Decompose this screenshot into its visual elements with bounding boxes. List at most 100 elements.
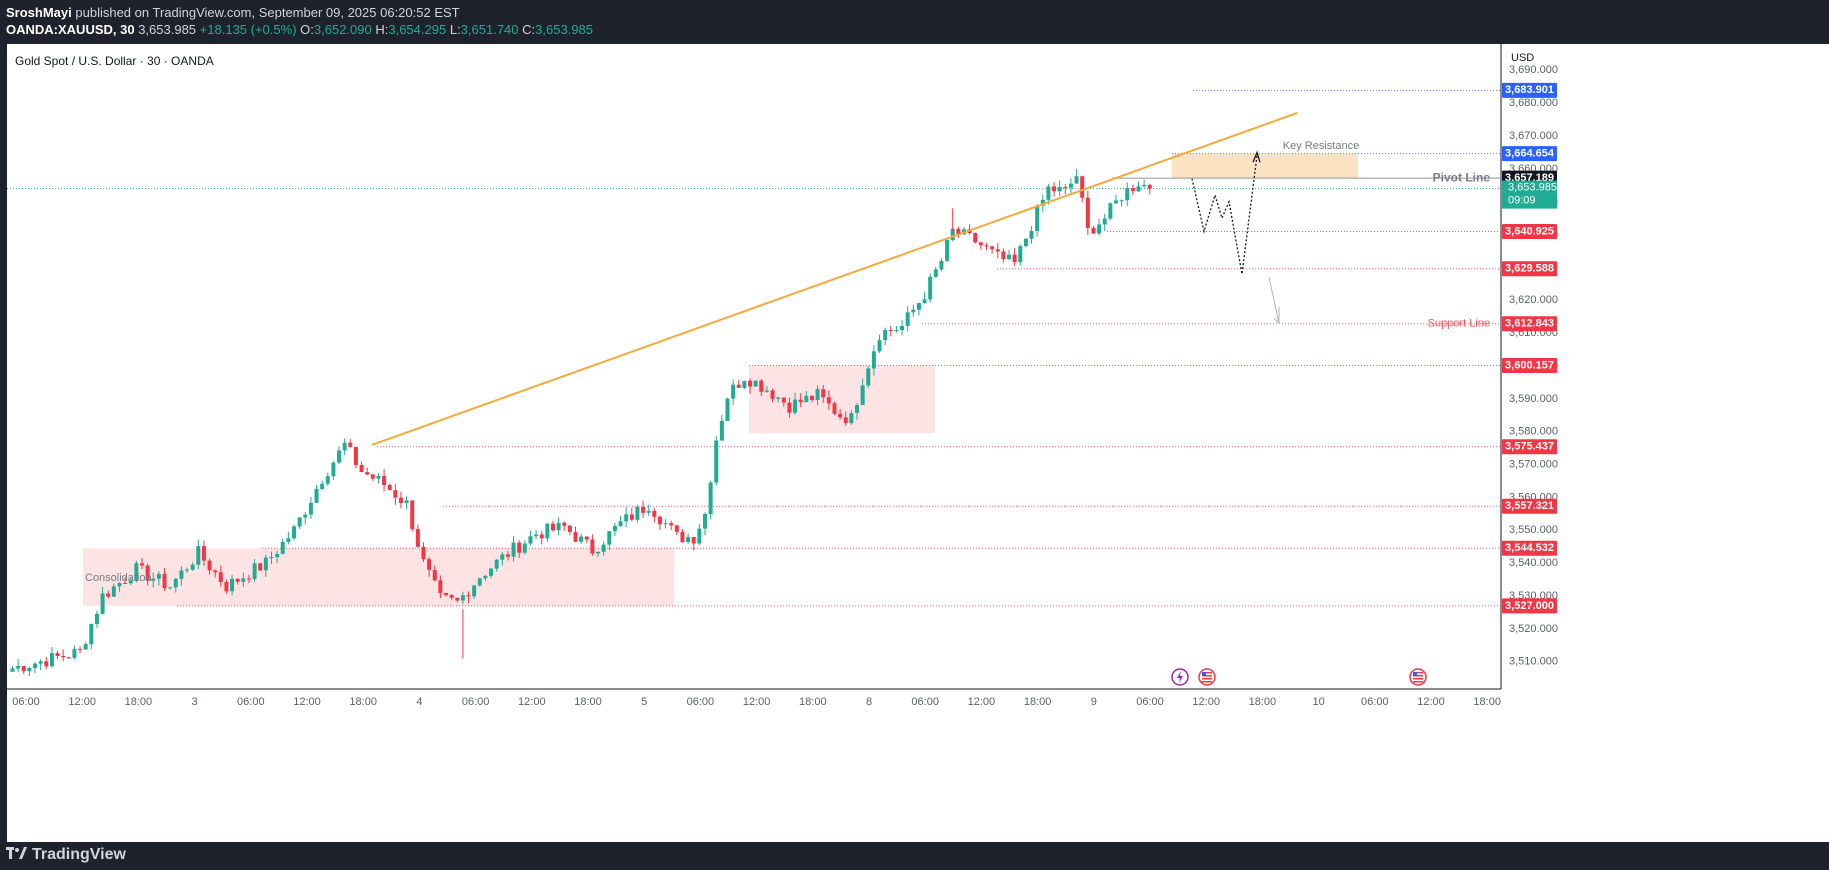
- candle: [55, 650, 60, 660]
- candle: [168, 586, 173, 590]
- candle: [990, 245, 995, 254]
- candle-body: [1018, 246, 1023, 263]
- candle: [809, 395, 814, 403]
- candle: [455, 597, 460, 603]
- candle: [916, 302, 921, 316]
- candle-body: [393, 490, 398, 498]
- tradingview-logo[interactable]: TradingView: [6, 846, 126, 864]
- candle: [1063, 184, 1068, 195]
- candle-body: [1108, 203, 1113, 219]
- candle-body: [21, 666, 26, 672]
- candle-body: [1035, 205, 1040, 231]
- candle-body: [359, 464, 364, 473]
- candle: [410, 500, 415, 532]
- candle-body: [1113, 200, 1118, 204]
- candle: [415, 524, 420, 548]
- candle: [832, 401, 837, 416]
- candle: [1001, 248, 1006, 263]
- candle: [308, 496, 313, 520]
- candle-body: [759, 380, 764, 392]
- candle-body: [331, 462, 336, 477]
- candle: [494, 559, 499, 572]
- candle-body: [1080, 176, 1085, 198]
- candle: [224, 579, 229, 594]
- candle: [1130, 184, 1135, 196]
- candle-body: [505, 554, 510, 557]
- price-chart[interactable]: Consolidation Key Resistance Pivot Line Sup…: [7, 44, 1829, 842]
- candle: [646, 504, 651, 516]
- time-axis[interactable]: 06:00 12:00 18:00 3 06:00 12:00 18:00 4 06:00 12:…: [7, 688, 1829, 842]
- lightning-icon[interactable]: [1171, 668, 1189, 686]
- chart-area[interactable]: Consolidation Key Resistance Pivot Line Sup…: [7, 44, 1829, 842]
- author-name[interactable]: SroshMayi: [6, 5, 72, 20]
- candle: [522, 540, 527, 555]
- candle-body: [748, 380, 753, 387]
- candle: [781, 397, 786, 407]
- candle-body: [809, 395, 814, 400]
- candle-body: [871, 351, 876, 369]
- candle-body: [151, 578, 156, 581]
- candle-body: [894, 330, 899, 332]
- candle: [1057, 180, 1062, 197]
- us-flag-icon[interactable]: [1409, 668, 1427, 686]
- candle-body: [663, 523, 668, 525]
- flag-stripe: [1413, 681, 1423, 683]
- range-zone: [749, 365, 935, 434]
- candle: [714, 435, 719, 486]
- footer-bar: TradingView: [0, 842, 1829, 870]
- x-tick-label: 9: [1091, 696, 1097, 708]
- price-badge-bg: [1502, 224, 1557, 240]
- x-tick-label: 18:00: [1249, 696, 1277, 708]
- candle-body: [432, 569, 437, 581]
- candle: [190, 562, 195, 571]
- candle-body: [1074, 176, 1079, 184]
- candle-body: [286, 538, 291, 542]
- candle: [314, 485, 319, 504]
- candle: [736, 379, 741, 388]
- candle: [680, 529, 685, 543]
- candle: [871, 345, 876, 376]
- candle-body: [1068, 183, 1073, 188]
- us-flag-icon-circle: [1198, 668, 1216, 686]
- candle-body: [1023, 238, 1028, 247]
- y-tick-label: 3,550.000: [1509, 524, 1558, 536]
- candle: [489, 567, 494, 579]
- candle-body: [269, 557, 274, 559]
- tradingview-logo-text: TradingView: [32, 846, 126, 863]
- us-flag-icon[interactable]: [1198, 668, 1216, 686]
- candle-body: [49, 653, 54, 667]
- chart-title: Gold Spot / U.S. Dollar · 30 · OANDA: [15, 54, 214, 68]
- candle-body: [382, 475, 387, 486]
- candle: [612, 522, 617, 537]
- candle: [83, 641, 88, 650]
- candle: [387, 483, 392, 491]
- candle: [472, 584, 477, 600]
- candle-body: [78, 649, 83, 651]
- candle-body: [111, 586, 116, 597]
- candle-body: [1001, 251, 1006, 260]
- candle: [601, 541, 606, 556]
- candle-body: [438, 580, 443, 593]
- close-value: 3,653.985: [535, 22, 593, 37]
- candle: [263, 554, 268, 577]
- price-badge-bg: [1502, 439, 1557, 455]
- lightning-icon-glyph: [1177, 671, 1183, 683]
- candle: [128, 576, 133, 586]
- candle: [1142, 179, 1147, 188]
- candle-body: [1012, 254, 1017, 263]
- candle: [10, 666, 15, 672]
- candle: [421, 542, 426, 562]
- price-badge-label: 3,544.532: [1505, 542, 1554, 554]
- candle: [483, 574, 488, 581]
- candle: [545, 522, 550, 542]
- candle: [320, 480, 325, 491]
- candle: [477, 577, 482, 587]
- x-tick-label: 12:00: [968, 696, 996, 708]
- candle: [460, 591, 465, 605]
- candle: [511, 536, 516, 562]
- x-tick-label: 06:00: [12, 696, 40, 708]
- flag-stripe: [1202, 672, 1212, 674]
- candle-body: [1130, 188, 1135, 192]
- y-tick-label: 3,580.000: [1509, 426, 1558, 438]
